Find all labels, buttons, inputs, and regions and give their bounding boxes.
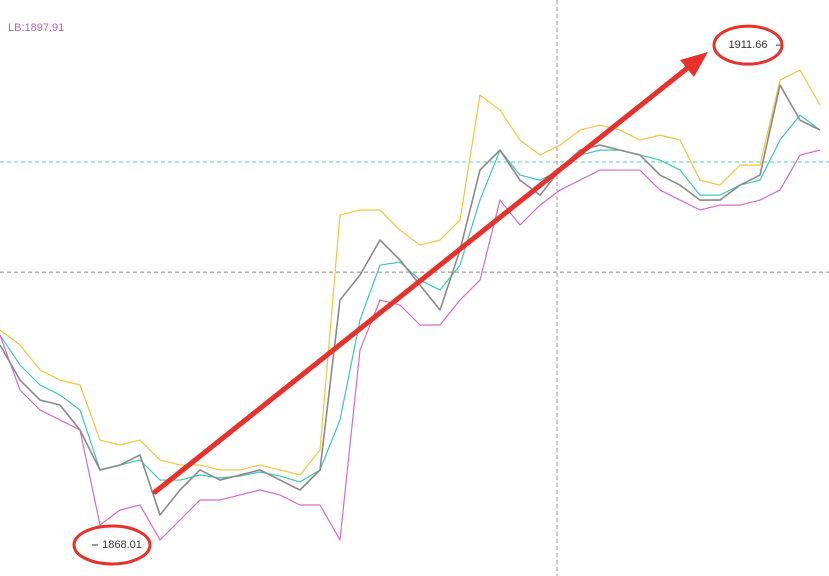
series-line — [0, 69, 821, 476]
series-line — [0, 84, 821, 516]
arrow-shaft — [152, 63, 693, 495]
highlight-circle — [72, 524, 152, 566]
indicator-label: LB:1897.91 — [8, 22, 64, 34]
series-line — [0, 149, 821, 541]
annotations: 1911.66 1868.01 — [72, 24, 784, 566]
highlight-circle — [712, 24, 784, 66]
trend-arrow — [152, 52, 708, 495]
annotation-label: 1868.01 — [102, 539, 142, 551]
arrow-head — [680, 52, 708, 77]
annotation-label: 1911.66 — [729, 39, 768, 51]
plot-area — [0, 69, 829, 541]
series-line — [0, 114, 821, 483]
